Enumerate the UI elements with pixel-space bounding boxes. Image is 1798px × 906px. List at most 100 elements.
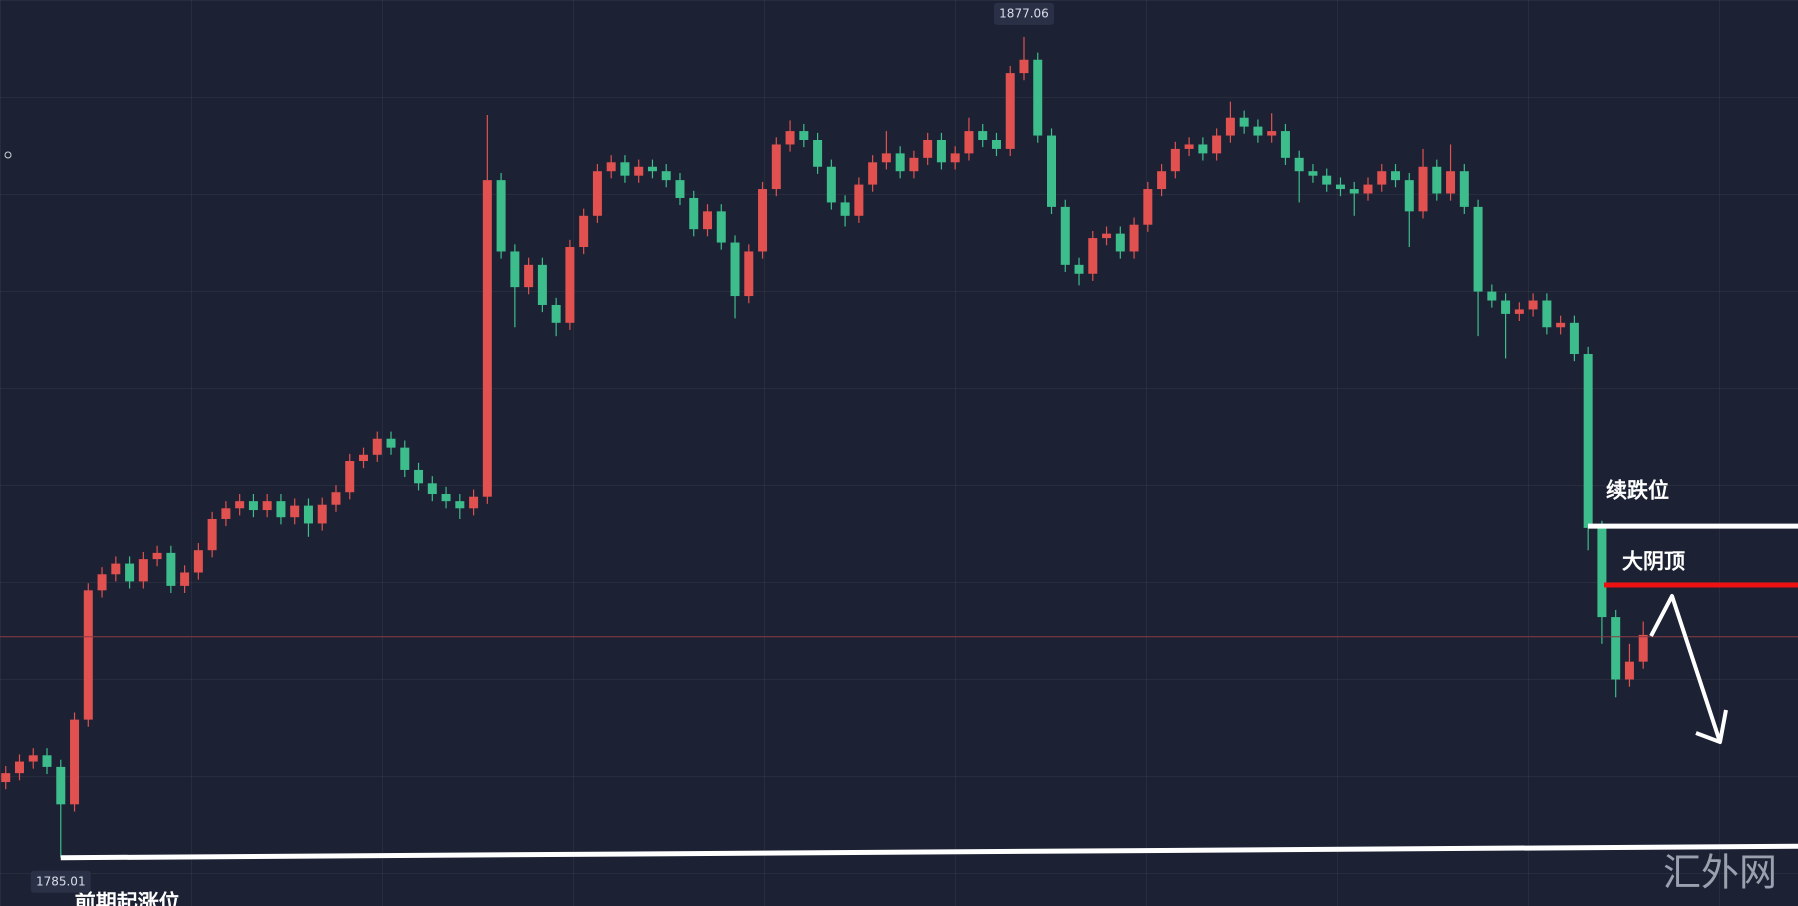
candle-body <box>826 166 836 203</box>
candle-body <box>386 438 396 448</box>
candle-body <box>1611 617 1621 680</box>
candle-body <box>813 140 823 167</box>
candle-body <box>42 755 52 767</box>
candle-body <box>1280 131 1290 158</box>
candle-body <box>1102 233 1112 239</box>
candle-body <box>262 501 272 511</box>
candle-body <box>166 552 176 586</box>
marker <box>4 151 12 159</box>
watermark: 汇外网 <box>1663 851 1777 895</box>
candle-body <box>675 180 685 198</box>
candle-body <box>551 304 561 323</box>
candle-body <box>317 504 327 524</box>
candle-body <box>1528 300 1538 310</box>
candle-body <box>1033 59 1043 136</box>
candle-body <box>991 140 1001 149</box>
candle-body <box>661 171 671 181</box>
candle-body <box>372 438 382 455</box>
candle-body <box>881 153 891 163</box>
candle-body <box>1267 131 1277 136</box>
candle-body <box>978 131 988 141</box>
candle-body <box>1157 171 1167 190</box>
candle-body <box>1047 135 1057 207</box>
candle-body <box>152 552 162 560</box>
price-tag: 1785.01 <box>36 874 86 888</box>
candle-body <box>1377 171 1387 185</box>
price-tag: 1877.06 <box>999 6 1049 20</box>
candle-body <box>290 505 300 518</box>
candle-body <box>482 180 492 497</box>
candle-body <box>799 131 809 141</box>
candle-body <box>1597 527 1607 618</box>
candle-body <box>1019 59 1029 74</box>
candle-body <box>1115 233 1125 252</box>
candle-body <box>758 189 768 252</box>
candle-body <box>1556 322 1566 328</box>
price-tag-bg <box>993 2 1054 25</box>
candle-body <box>1322 175 1332 185</box>
candle-body <box>414 469 424 484</box>
candle-body <box>606 162 616 172</box>
candle-body <box>950 153 960 163</box>
candle-body <box>14 761 24 774</box>
candle-body <box>1569 322 1579 355</box>
candle-body <box>111 563 121 575</box>
candle-body <box>193 550 203 573</box>
candle-body <box>427 483 437 495</box>
candle-body <box>565 247 575 323</box>
candle-body <box>1225 117 1235 136</box>
candle-body <box>1349 189 1359 194</box>
candle-body <box>1308 171 1318 176</box>
candle-body <box>1638 634 1648 662</box>
candle-body <box>923 140 933 158</box>
candle-body <box>1212 135 1222 154</box>
level-label: 大阴顶 <box>1622 548 1685 573</box>
candle-body <box>496 180 506 252</box>
candle-body <box>125 563 135 582</box>
candle-body <box>1391 171 1401 181</box>
candle-body <box>771 144 781 190</box>
support-line <box>60 843 1798 861</box>
candle-body <box>1 773 11 783</box>
candle-body <box>964 131 974 154</box>
candle-body <box>1473 206 1483 292</box>
candle-body <box>634 166 644 176</box>
candle-body <box>716 211 726 243</box>
candle-body <box>1501 300 1511 314</box>
candle-body <box>1446 171 1456 194</box>
candle-body <box>1363 184 1373 194</box>
candle-body <box>785 131 795 145</box>
price-tag-bg <box>30 870 91 893</box>
candle-body <box>744 251 754 297</box>
candle-body <box>730 242 740 297</box>
candle-body <box>909 157 919 172</box>
candle-body <box>895 153 905 172</box>
candle-body <box>345 461 355 493</box>
candle-body <box>70 719 80 805</box>
candle-body <box>537 264 547 305</box>
candle-body <box>1170 148 1180 172</box>
candle-body <box>840 202 850 216</box>
candle-body <box>1060 206 1070 265</box>
candle-body <box>1129 224 1139 252</box>
candle-body <box>1432 166 1442 194</box>
candle-body <box>1239 117 1249 127</box>
candle-body <box>1459 171 1469 207</box>
candle-body <box>1542 300 1552 328</box>
candle-body <box>524 264 534 288</box>
candle-body <box>276 501 286 518</box>
candle-body <box>248 501 258 511</box>
candle-body <box>400 447 410 470</box>
candle-body <box>510 251 520 288</box>
candle-body <box>56 766 66 805</box>
candle-body <box>1294 157 1304 172</box>
candle-body <box>221 508 231 519</box>
candle-body <box>1198 144 1208 154</box>
candle-body <box>303 505 313 524</box>
arrow-head <box>1695 709 1728 744</box>
candle-body <box>138 559 148 582</box>
candle-body <box>331 492 341 505</box>
arrow <box>1649 594 1722 743</box>
candle-body <box>97 574 107 591</box>
level-label: 续跌位 <box>1606 478 1669 503</box>
